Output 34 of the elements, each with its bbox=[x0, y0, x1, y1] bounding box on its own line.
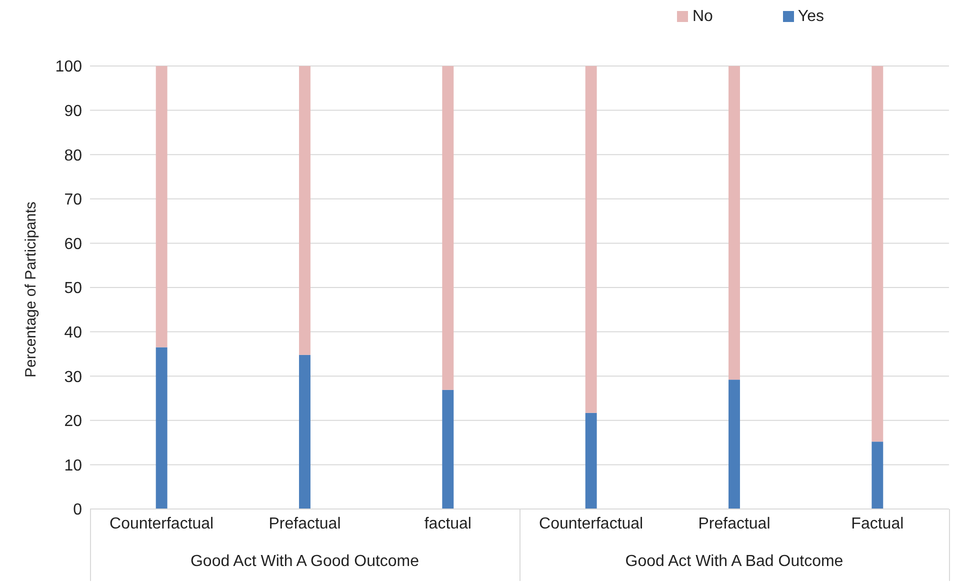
x-tick-label: Factual bbox=[851, 515, 904, 532]
y-tick-label: 30 bbox=[64, 368, 82, 386]
x-tick-label: Counterfactual bbox=[539, 515, 644, 532]
y-tick-label: 10 bbox=[64, 457, 82, 474]
y-tick-label: 100 bbox=[55, 58, 82, 76]
x-tick-label: Prefactual bbox=[268, 515, 341, 532]
x-tick-label: Prefactual bbox=[698, 515, 770, 532]
y-axis-title: Percentage of Participants bbox=[22, 202, 40, 378]
legend-label: No bbox=[692, 8, 713, 25]
bar bbox=[442, 66, 454, 390]
bar bbox=[299, 354, 310, 509]
x-tick-label: Counterfactual bbox=[110, 515, 214, 532]
bar bbox=[872, 66, 884, 442]
bar bbox=[156, 66, 168, 348]
y-tick-label: 50 bbox=[64, 280, 82, 298]
y-tick-label: 20 bbox=[64, 413, 82, 430]
bar bbox=[156, 347, 168, 509]
y-tick-label: 70 bbox=[64, 192, 82, 209]
bar bbox=[299, 66, 310, 355]
y-tick-label: 80 bbox=[64, 147, 82, 164]
y-tick-label: 60 bbox=[64, 236, 82, 253]
text: Good Act With A Bad Outcome bbox=[624, 553, 844, 571]
bar bbox=[728, 66, 740, 380]
bar bbox=[442, 390, 454, 509]
x-tick-label: factual bbox=[424, 515, 472, 532]
text: Good Act With A Good Outcome bbox=[189, 553, 420, 571]
y-tick-label: 40 bbox=[64, 324, 82, 342]
legend-label: Yes bbox=[798, 8, 824, 25]
bar bbox=[585, 412, 597, 509]
bar bbox=[728, 380, 740, 509]
y-tick-label: 90 bbox=[64, 102, 82, 120]
bar bbox=[585, 66, 597, 413]
y-tick-label: 0 bbox=[73, 502, 82, 519]
bar bbox=[872, 442, 884, 509]
